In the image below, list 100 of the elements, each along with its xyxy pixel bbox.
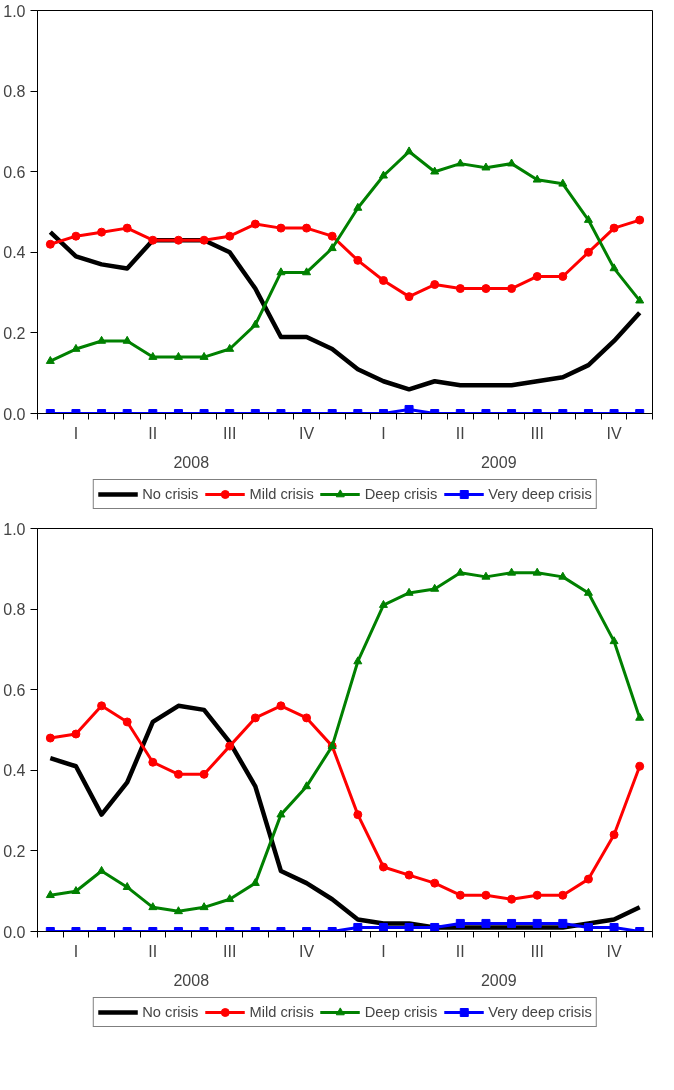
point xyxy=(404,870,414,880)
y-tick-label: 0.6 xyxy=(3,681,26,699)
point xyxy=(378,170,388,179)
point xyxy=(378,276,388,285)
point xyxy=(532,918,542,928)
legend-label: No crisis xyxy=(142,1004,199,1020)
point xyxy=(250,878,260,886)
point xyxy=(97,335,107,344)
point xyxy=(302,267,312,276)
legend-label: Mild crisis xyxy=(249,1004,314,1020)
point xyxy=(250,219,260,229)
point xyxy=(609,263,619,272)
point xyxy=(430,280,440,290)
point xyxy=(430,878,440,888)
point xyxy=(173,769,183,779)
x-tick-label: IV xyxy=(606,942,622,960)
point xyxy=(353,922,363,932)
point xyxy=(481,284,491,294)
point xyxy=(609,636,619,645)
x-tick-label: I xyxy=(381,942,386,960)
point xyxy=(302,781,312,790)
point xyxy=(148,351,158,360)
text: 2008 xyxy=(173,453,210,471)
point xyxy=(302,223,312,233)
point xyxy=(507,567,517,576)
point xyxy=(353,202,363,211)
x-tick-label: III xyxy=(530,424,544,442)
x-tick-label: I xyxy=(73,942,79,960)
x-tick-label: IV xyxy=(299,942,315,960)
point xyxy=(430,583,440,592)
point xyxy=(353,810,363,820)
point xyxy=(532,567,542,576)
point xyxy=(302,713,312,723)
y-tick-label: 1.0 xyxy=(3,2,26,20)
x-tick-label: II xyxy=(148,424,158,442)
point xyxy=(276,701,286,711)
point xyxy=(45,733,55,743)
point xyxy=(45,355,55,364)
point xyxy=(225,741,235,751)
point xyxy=(71,729,81,739)
point xyxy=(558,571,568,580)
y-tick-label: 0.2 xyxy=(3,842,26,860)
point xyxy=(532,890,542,900)
point xyxy=(250,713,260,723)
y-tick-label: 0.8 xyxy=(3,601,26,619)
point xyxy=(404,146,414,155)
point xyxy=(122,223,132,233)
point xyxy=(635,215,645,225)
x-tick-label: I xyxy=(381,424,386,442)
point xyxy=(404,922,414,932)
y-tick-label: 0.2 xyxy=(3,324,26,342)
x-tick-label: III xyxy=(223,424,237,442)
point xyxy=(430,166,440,175)
point xyxy=(558,271,568,281)
point xyxy=(199,235,209,245)
point xyxy=(583,874,593,884)
x-tick-label: II xyxy=(455,942,465,960)
point xyxy=(225,343,235,352)
point xyxy=(122,717,132,727)
point xyxy=(404,404,414,414)
point xyxy=(507,158,517,167)
point xyxy=(455,567,465,576)
x-tick-label: I xyxy=(73,424,79,442)
y-tick-label: 0.0 xyxy=(3,405,26,423)
point xyxy=(378,922,388,932)
legend-label: Deep crisis xyxy=(364,1004,438,1020)
point xyxy=(455,890,465,900)
legend-label: Very deep crisis xyxy=(488,486,592,502)
x-tick-label: III xyxy=(530,942,544,960)
point xyxy=(635,295,645,304)
point xyxy=(583,587,593,596)
point xyxy=(635,761,645,771)
legend-label: Mild crisis xyxy=(249,486,314,502)
point xyxy=(173,235,183,245)
point xyxy=(199,902,209,911)
point xyxy=(148,902,158,911)
point xyxy=(481,890,491,900)
x-tick-label: IV xyxy=(606,424,622,442)
point xyxy=(455,918,465,928)
legend-label: Deep crisis xyxy=(364,486,438,502)
y-tick-label: 0.6 xyxy=(3,163,26,181)
point xyxy=(583,247,593,257)
point xyxy=(122,335,132,344)
y-tick-label: 0.8 xyxy=(3,83,26,101)
point xyxy=(276,267,286,276)
point xyxy=(532,271,542,281)
point xyxy=(558,178,568,187)
point xyxy=(250,319,260,328)
point xyxy=(148,757,158,767)
point xyxy=(609,223,619,233)
legend-label: No crisis xyxy=(142,486,199,502)
x-tick-label: III xyxy=(223,942,237,960)
point xyxy=(173,906,183,915)
point xyxy=(327,231,337,241)
x-tick-label: IV xyxy=(299,424,315,442)
point xyxy=(276,223,286,233)
point xyxy=(225,894,235,903)
point xyxy=(507,284,517,294)
point xyxy=(45,890,55,899)
line-series xyxy=(48,229,642,392)
